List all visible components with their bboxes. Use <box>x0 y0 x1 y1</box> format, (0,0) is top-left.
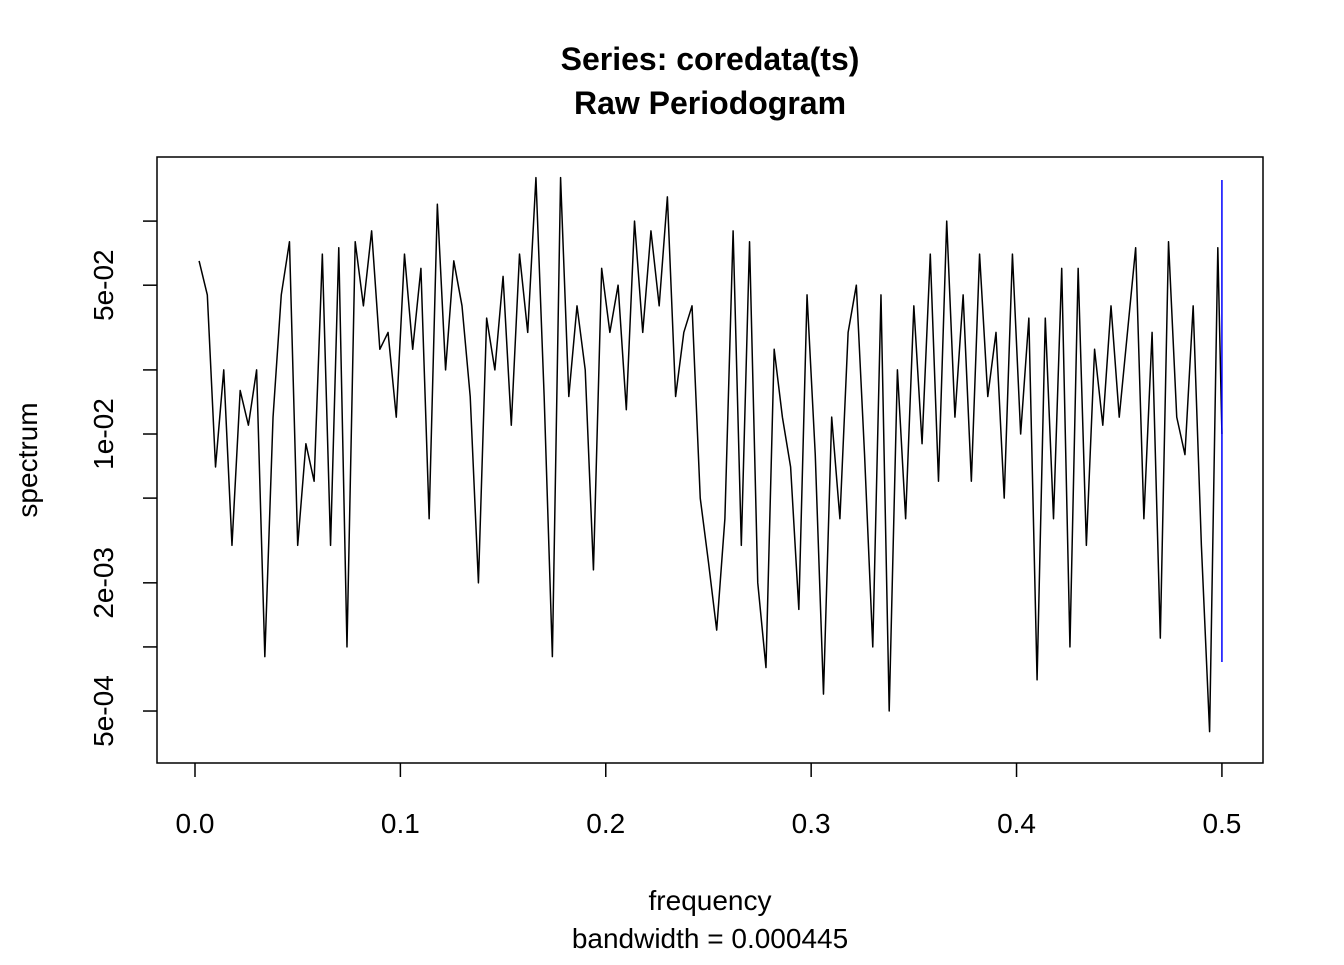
y-axis-label: spectrum <box>12 402 43 517</box>
y-tick-label: 5e-04 <box>88 675 119 747</box>
chart-title: Series: coredata(ts) <box>561 41 860 77</box>
y-tick-label: 1e-02 <box>88 398 119 470</box>
spectrum-line <box>198 176 1223 733</box>
x-tick-label: 0.3 <box>792 808 831 839</box>
y-tick-label: 2e-03 <box>88 547 119 619</box>
y-tick-label: 5e-02 <box>88 249 119 321</box>
x-tick-label: 0.5 <box>1202 808 1241 839</box>
x-axis-sublabel: bandwidth = 0.000445 <box>572 923 848 954</box>
chart-subtitle: Raw Periodogram <box>574 85 846 121</box>
x-tick-label: 0.1 <box>381 808 420 839</box>
x-axis-label: frequency <box>649 885 772 916</box>
x-tick-label: 0.0 <box>176 808 215 839</box>
x-tick-label: 0.4 <box>997 808 1036 839</box>
x-tick-label: 0.2 <box>586 808 625 839</box>
plot-frame <box>156 156 1264 764</box>
